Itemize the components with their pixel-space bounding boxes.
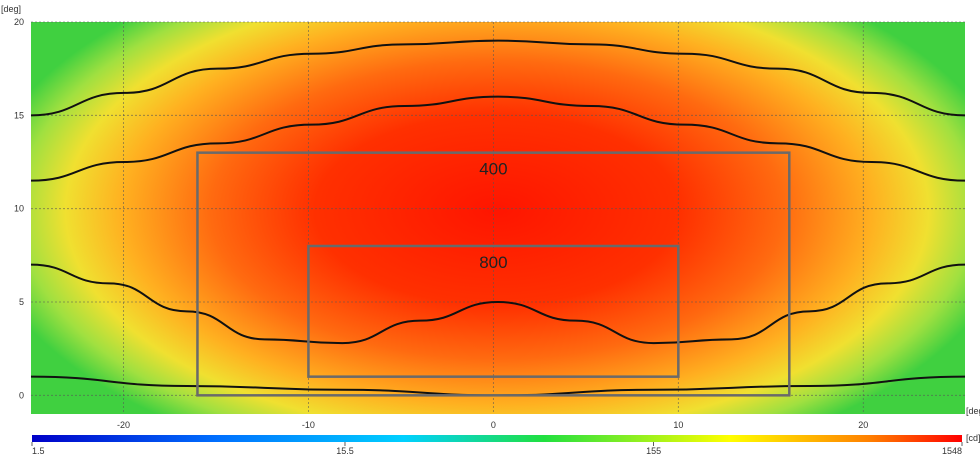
y-tick-label: 20 [14, 17, 24, 27]
y-tick-label: 10 [14, 204, 24, 214]
colorbar-tick-label: 15.5 [336, 446, 354, 456]
region-label-800: 800 [479, 253, 507, 272]
x-tick-label: -10 [302, 420, 315, 430]
y-tick-label: 0 [19, 390, 24, 400]
x-tick-label: 10 [673, 420, 683, 430]
x-tick-label: 20 [858, 420, 868, 430]
colorbar-tick-label: 1.5 [32, 446, 45, 456]
measurement-regions: 400 800 [196, 151, 791, 397]
y-tick-label: 15 [14, 110, 24, 120]
x-tick-label: -20 [117, 420, 130, 430]
colorbar-tick-label: 1548 [942, 446, 962, 456]
contour-line-4 [31, 39, 965, 117]
colorbar [32, 435, 962, 442]
colorbar-ticks: 1.5 15.5 155 1548 [31, 442, 963, 456]
y-tick-label: 5 [19, 297, 24, 307]
region-box-400 [196, 151, 791, 397]
x-tick-label: 0 [491, 420, 496, 430]
region-label-400: 400 [479, 160, 507, 179]
heatmap-area [31, 22, 965, 414]
contour-line-2 [31, 263, 965, 345]
axis-ticks: -20 -10 0 10 20 0 5 10 15 20 [14, 17, 868, 430]
colorbar-unit: [cd] [966, 433, 980, 443]
x-axis-unit: [deg] [966, 406, 980, 416]
colorbar-tick-label: 155 [646, 446, 661, 456]
contour-line-3 [31, 95, 965, 182]
region-box-800 [307, 244, 680, 378]
gridlines [31, 21, 965, 414]
y-axis-unit: [deg] [1, 4, 21, 14]
